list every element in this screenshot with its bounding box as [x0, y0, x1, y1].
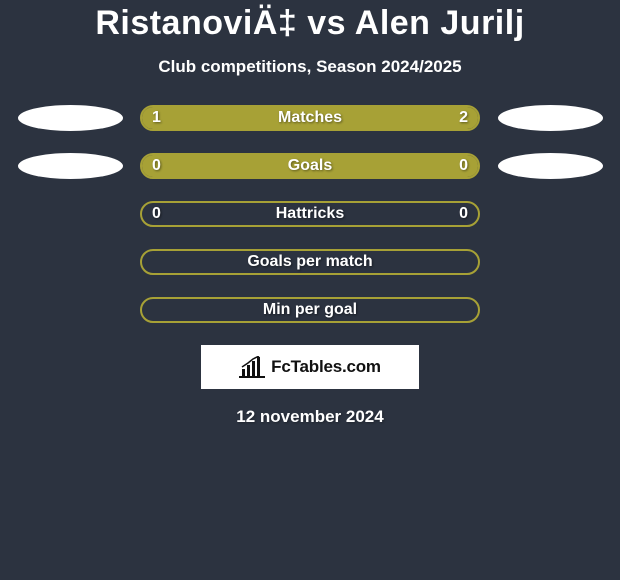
comparison-widget: RistanoviÄ‡ vs Alen Jurilj Club competit… — [0, 0, 620, 427]
left-marker-ellipse — [18, 105, 123, 131]
stat-label: Goals per match — [247, 253, 372, 271]
stat-row: 12Matches — [0, 105, 620, 131]
stat-left-value: 1 — [152, 109, 161, 127]
stat-right-value: 0 — [459, 205, 468, 223]
bar-fill-right — [310, 155, 478, 177]
date-text: 12 november 2024 — [0, 407, 620, 427]
source-logo-text: FcTables.com — [271, 357, 381, 377]
bar-overlay: Goals per match — [142, 251, 478, 273]
stat-row: Min per goal — [0, 297, 620, 323]
stat-bar: Goals per match — [140, 249, 480, 275]
left-marker-ellipse — [18, 153, 123, 179]
bar-overlay: Hattricks — [142, 203, 478, 225]
stat-bar: 0 0 Hattricks — [140, 201, 480, 227]
chart-icon — [239, 356, 265, 378]
stat-row: Goals per match — [0, 249, 620, 275]
stat-row: 0 0 Hattricks — [0, 201, 620, 227]
right-marker-ellipse — [498, 105, 603, 131]
stat-right-value: 2 — [459, 109, 468, 127]
bar-fill-right — [253, 107, 478, 129]
stat-left-value: 0 — [152, 205, 161, 223]
stat-bar: 00Goals — [140, 153, 480, 179]
bar-overlay: Min per goal — [142, 299, 478, 321]
right-marker-ellipse — [498, 153, 603, 179]
stat-row: 00Goals — [0, 153, 620, 179]
bar-fill-left — [142, 155, 310, 177]
stat-left-value: 0 — [152, 157, 161, 175]
stat-rows: 12Matches00Goals00HattricksGoals per mat… — [0, 105, 620, 323]
stat-label: Hattricks — [276, 205, 344, 223]
page-title: RistanoviÄ‡ vs Alen Jurilj — [0, 4, 620, 43]
stat-bar: Min per goal — [140, 297, 480, 323]
page-subtitle: Club competitions, Season 2024/2025 — [0, 57, 620, 77]
source-logo-box: FcTables.com — [201, 345, 419, 389]
stat-bar: 12Matches — [140, 105, 480, 131]
stat-right-value: 0 — [459, 157, 468, 175]
stat-label: Min per goal — [263, 301, 357, 319]
